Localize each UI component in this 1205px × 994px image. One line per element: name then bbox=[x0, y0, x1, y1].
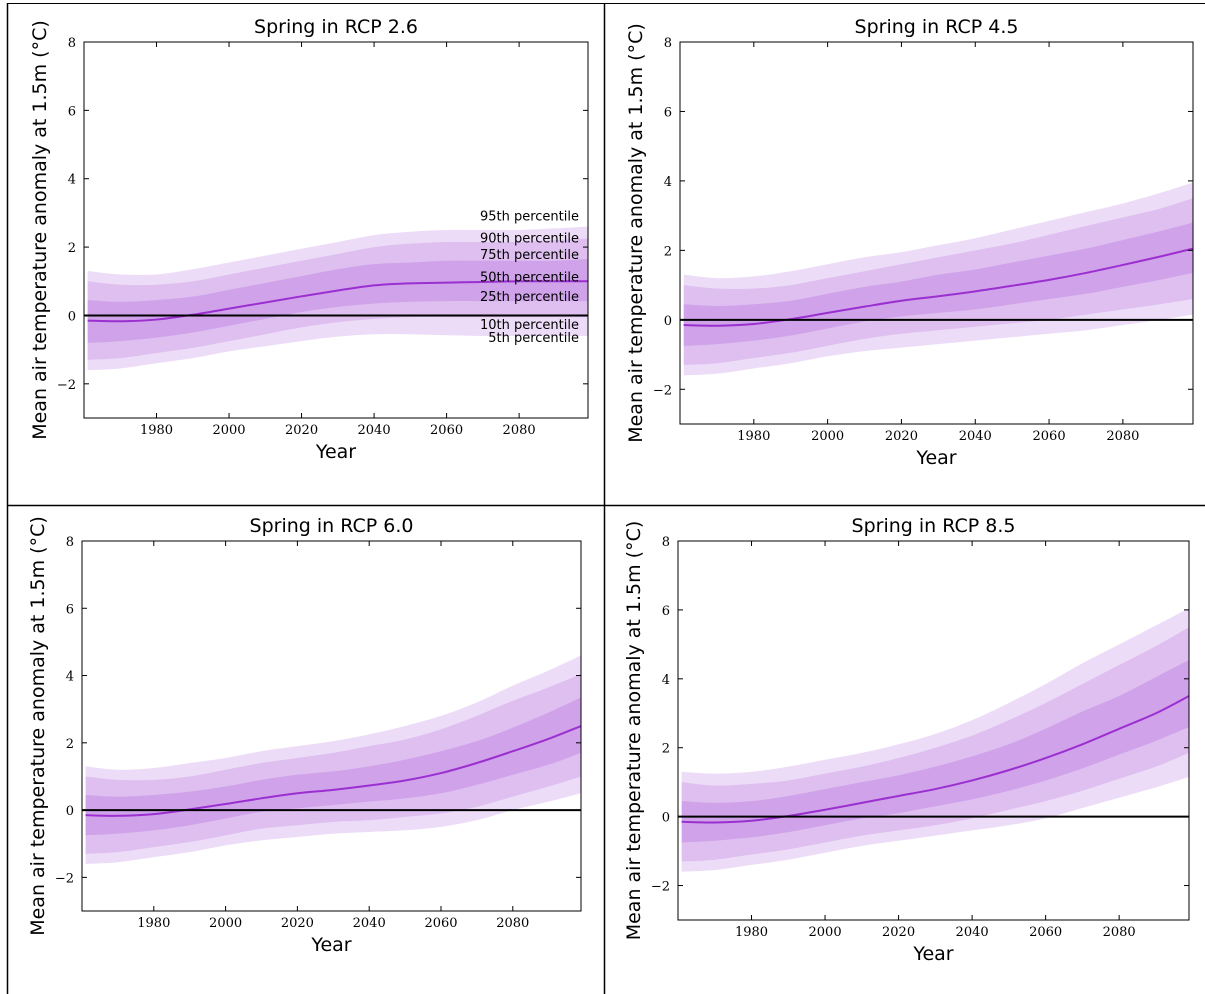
band-10-90 bbox=[87, 238, 588, 360]
y-tick-label: 0 bbox=[66, 804, 74, 819]
x-tick-label: 1980 bbox=[140, 423, 173, 438]
x-tick-label: 2060 bbox=[1033, 429, 1066, 444]
median-line bbox=[683, 247, 1193, 327]
y-tick-label: 0 bbox=[68, 309, 76, 324]
bands-group bbox=[681, 608, 1189, 872]
x-tick-label: 2000 bbox=[809, 925, 842, 940]
x-tick-label: 1980 bbox=[735, 925, 768, 940]
median-line bbox=[681, 695, 1189, 824]
y-axis-label: Mean air temperature anomaly at 1.5m (°C… bbox=[29, 20, 51, 440]
band-10-90 bbox=[683, 198, 1193, 365]
x-tick-label: 1980 bbox=[137, 916, 170, 931]
x-tick-label: 2020 bbox=[285, 423, 318, 438]
chart-title: Spring in RCP 4.5 bbox=[855, 16, 1019, 38]
panel-rcp26: 1980 2000 2020 2040 2060 2080 −2 0 2 4 6 8 Spring in… bbox=[0, 0, 604, 504]
x-tick-label: 2060 bbox=[430, 423, 463, 438]
chart-title: Spring in RCP 2.6 bbox=[254, 16, 418, 38]
band-5-95 bbox=[683, 182, 1193, 376]
x-tick-label: 2000 bbox=[811, 429, 844, 444]
x-tick-label: 2060 bbox=[1029, 925, 1062, 940]
x-axis-label: Year bbox=[310, 934, 351, 956]
chart-rcp60: 1980 2000 2020 2040 2060 2080 −2 0 2 4 6 8 Spring in… bbox=[27, 515, 582, 956]
percentile-label-90th-percentile: 90th percentile bbox=[480, 232, 579, 247]
chart-title: Spring in RCP 6.0 bbox=[250, 515, 414, 537]
y-tick-label: −2 bbox=[651, 880, 670, 895]
chart-rcp45: 1980 2000 2020 2040 2060 2080 −2 0 2 4 6 8 Spring in… bbox=[625, 16, 1194, 469]
band-5-95 bbox=[681, 608, 1189, 872]
band-5-95 bbox=[87, 226, 588, 371]
x-tick-label: 2020 bbox=[885, 429, 918, 444]
plot-frame bbox=[81, 540, 582, 912]
x-tick-label: 2080 bbox=[1103, 925, 1136, 940]
bands-group bbox=[85, 655, 581, 864]
band-25-75 bbox=[87, 259, 588, 343]
percentile-label-75th-percentile: 75th percentile bbox=[480, 248, 579, 263]
y-tick-label: 2 bbox=[66, 737, 74, 752]
y-tick-label: −2 bbox=[55, 871, 74, 886]
y-tick-label: 8 bbox=[66, 535, 74, 550]
y-tick-label: 2 bbox=[662, 742, 670, 757]
bands-group bbox=[683, 182, 1193, 376]
x-tick-label: 2020 bbox=[882, 925, 915, 940]
y-tick-label: 2 bbox=[664, 244, 672, 259]
chart-rcp26: 1980 2000 2020 2040 2060 2080 −2 0 2 4 6 8 Spring in… bbox=[29, 16, 589, 463]
y-tick-label: 4 bbox=[66, 670, 74, 685]
y-tick-label: 6 bbox=[68, 104, 76, 119]
y-tick-label: 4 bbox=[662, 673, 670, 688]
percentile-label-25th-percentile: 25th percentile bbox=[480, 290, 579, 305]
x-tick-label: 2020 bbox=[281, 916, 314, 931]
x-tick-label: 2080 bbox=[1106, 429, 1139, 444]
plot-frame bbox=[83, 41, 589, 419]
y-axis-label: Mean air temperature anomaly at 1.5m (°C… bbox=[27, 516, 49, 936]
band-5-95 bbox=[85, 655, 581, 864]
y-tick-label: 8 bbox=[664, 36, 672, 51]
x-axis-label: Year bbox=[912, 943, 953, 965]
median-line bbox=[87, 280, 588, 323]
x-tick-label: 1980 bbox=[737, 429, 770, 444]
band-25-75 bbox=[681, 659, 1189, 843]
x-tick-label: 2040 bbox=[358, 423, 391, 438]
plot-frame bbox=[679, 41, 1194, 425]
panel-rcp45: 1980 2000 2020 2040 2060 2080 −2 0 2 4 6 8 Spring in… bbox=[625, 16, 1194, 469]
y-tick-label: 8 bbox=[662, 535, 670, 550]
x-tick-label: 2040 bbox=[353, 916, 386, 931]
y-tick-label: 0 bbox=[662, 811, 670, 826]
x-tick-label: 2060 bbox=[424, 916, 457, 931]
x-tick-label: 2000 bbox=[212, 423, 245, 438]
median-line bbox=[85, 725, 581, 817]
y-tick-label: −2 bbox=[653, 383, 672, 398]
x-tick-label: 2040 bbox=[956, 925, 989, 940]
x-tick-label: 2080 bbox=[503, 423, 536, 438]
band-10-90 bbox=[85, 673, 581, 854]
x-tick-label: 2040 bbox=[959, 429, 992, 444]
x-axis-label: Year bbox=[915, 447, 956, 469]
band-10-90 bbox=[681, 627, 1189, 862]
percentile-label-5th-percentile: 5th percentile bbox=[488, 331, 579, 346]
panel-rcp60: 1980 2000 2020 2040 2060 2080 −2 0 2 4 6 8 Spring in… bbox=[27, 515, 582, 956]
x-tick-label: 2000 bbox=[209, 916, 242, 931]
x-tick-label: 2080 bbox=[496, 916, 529, 931]
y-tick-label: 2 bbox=[68, 241, 76, 256]
y-axis-label: Mean air temperature anomaly at 1.5m (°C… bbox=[623, 521, 645, 941]
percentile-label-95th-percentile: 95th percentile bbox=[480, 210, 579, 225]
y-tick-label: 8 bbox=[68, 36, 76, 51]
y-axis-label: Mean air temperature anomaly at 1.5m (°C… bbox=[625, 23, 647, 443]
y-tick-label: 4 bbox=[664, 175, 672, 190]
y-tick-label: 6 bbox=[664, 105, 672, 120]
plot-frame bbox=[677, 540, 1190, 921]
y-tick-label: 0 bbox=[664, 314, 672, 329]
y-tick-label: 6 bbox=[66, 602, 74, 617]
x-axis-label: Year bbox=[315, 441, 356, 463]
bands-group bbox=[87, 226, 588, 371]
y-tick-label: 4 bbox=[68, 173, 76, 188]
chart-title: Spring in RCP 8.5 bbox=[852, 515, 1016, 537]
percentile-label-50th-percentile: 50th percentile bbox=[480, 270, 579, 285]
y-tick-label: −2 bbox=[57, 378, 76, 393]
percentile-label-10th-percentile: 10th percentile bbox=[480, 318, 579, 333]
band-25-75 bbox=[85, 697, 581, 836]
y-tick-label: 6 bbox=[662, 604, 670, 619]
